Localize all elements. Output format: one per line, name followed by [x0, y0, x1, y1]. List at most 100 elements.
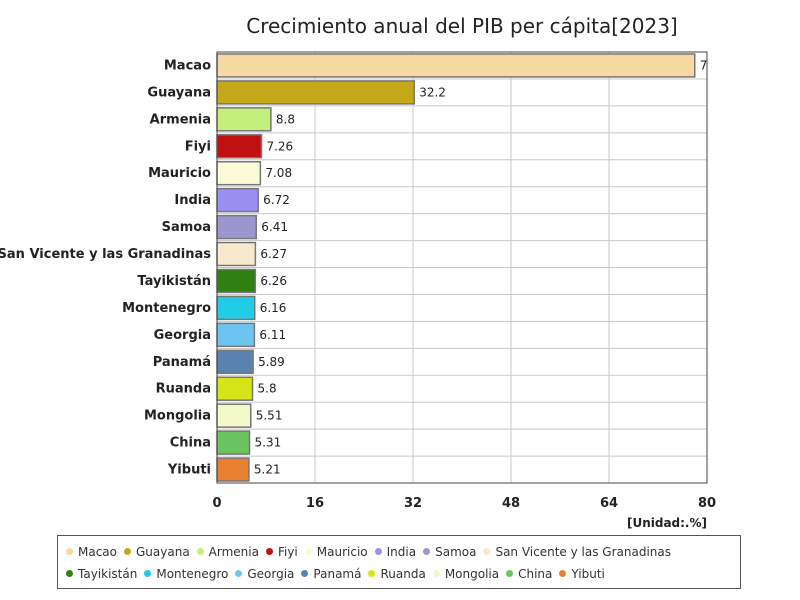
legend-swatch [423, 548, 431, 555]
legend-item: Panamá [301, 563, 361, 585]
legend-item: Macao [66, 541, 117, 563]
x-tick-label: 80 [698, 496, 716, 511]
bar [216, 403, 252, 428]
legend-swatch [301, 570, 309, 577]
legend-swatch [124, 548, 131, 555]
bar [216, 349, 254, 374]
bar [216, 430, 251, 455]
legend-swatch [559, 570, 567, 577]
category-label: Montenegro [122, 301, 211, 316]
legend-label: Tayikistán [78, 567, 138, 581]
value-label: 8.8 [276, 112, 295, 126]
category-label: Tayikistán [137, 274, 211, 289]
category-label: Armenia [150, 112, 211, 127]
legend-swatch [66, 548, 73, 555]
category-label: India [174, 193, 211, 208]
bar [216, 80, 415, 105]
legend-item: Yibuti [559, 563, 605, 585]
legend-swatch [265, 548, 273, 555]
bar [216, 295, 256, 321]
legend-label: Montenegro [156, 567, 229, 581]
x-tick-label: 16 [306, 496, 324, 511]
category-label: Mongolia [144, 409, 211, 424]
category-label: Samoa [162, 220, 211, 235]
bar [216, 134, 263, 159]
legend-item: China [506, 563, 552, 585]
labels: 0 16 32 48 64 80 Macao 7 Guayana 32.2 Armenia 8.8 Fi… [0, 58, 716, 511]
bar [216, 214, 258, 240]
value-label: 6.16 [260, 301, 287, 315]
legend-swatch [368, 570, 376, 577]
category-label: Macao [164, 58, 211, 73]
bar [216, 187, 259, 213]
value-label: 5.21 [254, 463, 281, 477]
legend-item: Armenia [196, 541, 259, 563]
category-label: San Vicente y las Granadinas [0, 247, 211, 262]
category-label: Fiyi [185, 139, 211, 154]
unit-label: [Unidad:.%] [626, 516, 707, 530]
x-tick-label: 0 [212, 496, 221, 511]
bar [216, 376, 254, 401]
legend-item: Guayana [124, 541, 190, 563]
value-label: 6.41 [261, 220, 288, 234]
legend-swatch [374, 548, 382, 555]
bar [216, 241, 257, 267]
bar [216, 322, 256, 348]
legend-item: Tayikistán [66, 563, 137, 585]
x-tick-label: 48 [502, 496, 520, 511]
legend-label: India [386, 545, 417, 559]
value-label: 6.27 [260, 247, 287, 261]
legend-swatch [196, 548, 204, 555]
category-label: Yibuti [167, 463, 211, 478]
legend-swatch [483, 548, 491, 555]
bar [216, 457, 250, 482]
legend-label: Fiyi [277, 545, 298, 559]
bar [216, 268, 257, 294]
bars [216, 53, 696, 482]
value-label: 7 [700, 58, 708, 72]
legend-swatch [304, 548, 312, 555]
bar [216, 107, 272, 132]
legend-label: Mauricio [316, 545, 368, 559]
x-tick-label: 64 [600, 496, 618, 511]
legend-item: India [374, 541, 417, 563]
plot-frame [216, 51, 708, 484]
legend-label: Samoa [435, 545, 477, 559]
value-label: 7.08 [265, 166, 292, 180]
legend-label: Yibuti [571, 567, 605, 581]
legend-swatch [235, 570, 243, 577]
legend-label: Ruanda [380, 567, 426, 581]
legend-swatch [432, 570, 440, 577]
legend: Macao Guayana Armenia Fiyi Mauricio India Samo… [57, 535, 741, 589]
x-tick-label: 32 [404, 496, 422, 511]
category-label: Georgia [154, 328, 211, 343]
legend-label: Georgia [247, 567, 295, 581]
value-label: 6.26 [260, 274, 287, 288]
legend-label: China [518, 567, 553, 581]
legend-label: Guayana [136, 545, 190, 559]
grid [216, 52, 708, 483]
legend-item: Ruanda [368, 563, 426, 585]
chart-title: Crecimiento anual del PIB per cápita[202… [246, 14, 678, 38]
legend-label: Armenia [208, 545, 259, 559]
value-label: 5.89 [258, 355, 285, 369]
value-label: 6.11 [259, 328, 286, 342]
value-label: 6.72 [263, 193, 290, 207]
legend-swatch [144, 570, 152, 577]
category-label: Panamá [153, 355, 211, 370]
value-label: 5.31 [255, 436, 282, 450]
legend-label: Macao [78, 545, 117, 559]
legend-item: Mauricio [304, 541, 368, 563]
legend-item: Fiyi [265, 541, 298, 563]
value-label: 7.26 [266, 139, 293, 153]
legend-item: San Vicente y las Granadinas [483, 541, 671, 563]
category-label: Guayana [147, 85, 211, 100]
value-label: 5.51 [256, 409, 283, 423]
value-label: 5.8 [258, 382, 277, 396]
bar [216, 53, 696, 78]
category-label: Mauricio [148, 166, 211, 181]
legend-label: Mongolia [444, 567, 500, 581]
legend-swatch [66, 570, 73, 577]
legend-label: San Vicente y las Granadinas [495, 545, 671, 559]
